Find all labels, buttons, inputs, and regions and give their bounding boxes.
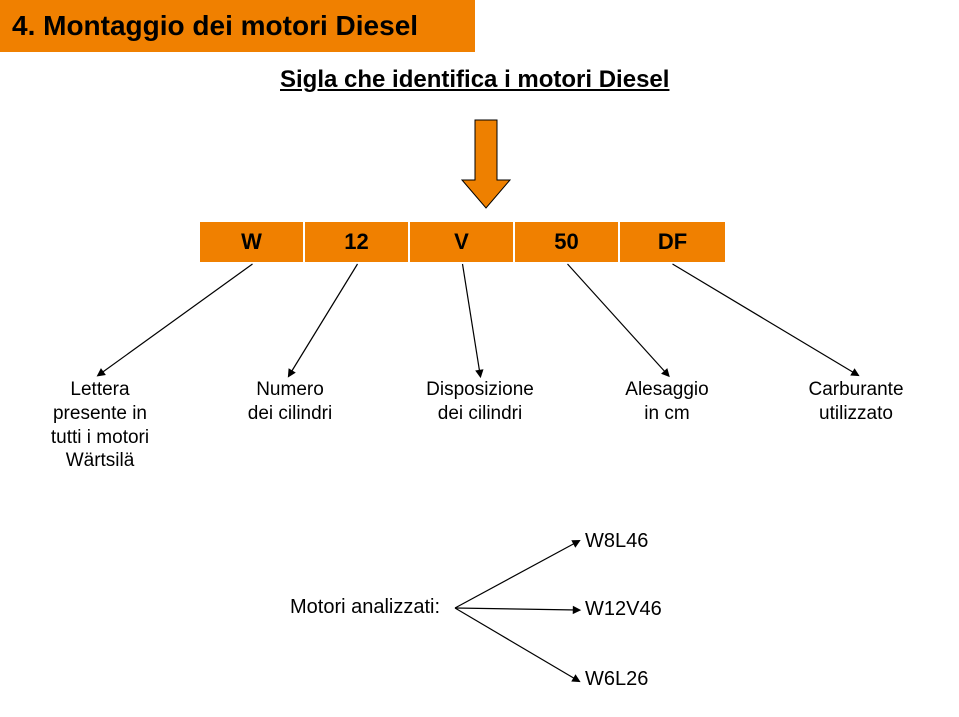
description-line: dei cilindri (205, 402, 375, 426)
down-arrow (460, 118, 512, 215)
section-title-bar: 4. Montaggio dei motori Diesel (0, 0, 475, 52)
description-box: Numerodei cilindri (205, 378, 375, 426)
description-line: Wärtsilä (15, 449, 185, 473)
description-line: Lettera (15, 378, 185, 402)
code-cell: DF (620, 222, 725, 262)
description-line: dei cilindri (395, 402, 565, 426)
description-box: Disposizionedei cilindri (395, 378, 565, 426)
description-line: tutti i motori (15, 426, 185, 450)
description-line: Carburante (771, 378, 941, 402)
connector-lines (0, 0, 959, 717)
analyzed-item: W12V46 (585, 598, 662, 621)
analyzed-item: W8L46 (585, 530, 648, 553)
description-line: utilizzato (771, 402, 941, 426)
analyzed-item: W6L26 (585, 668, 648, 691)
code-cell: 50 (515, 222, 620, 262)
description-line: presente in (15, 402, 185, 426)
description-box: Alesaggioin cm (582, 378, 752, 426)
description-box: Carburanteutilizzato (771, 378, 941, 426)
code-cell: V (410, 222, 515, 262)
description-line: Disposizione (395, 378, 565, 402)
code-table: W12V50DF (200, 222, 725, 262)
subtitle: Sigla che identifica i motori Diesel (280, 66, 669, 94)
code-cell: 12 (305, 222, 410, 262)
analyzed-label: Motori analizzati: (290, 596, 440, 619)
analyzed-connector-lines (0, 0, 959, 717)
description-line: in cm (582, 402, 752, 426)
description-line: Numero (205, 378, 375, 402)
section-title: 4. Montaggio dei motori Diesel (12, 10, 418, 42)
description-box: Letterapresente intutti i motoriWärtsilä (15, 378, 185, 473)
code-cell: W (200, 222, 305, 262)
description-line: Alesaggio (582, 378, 752, 402)
